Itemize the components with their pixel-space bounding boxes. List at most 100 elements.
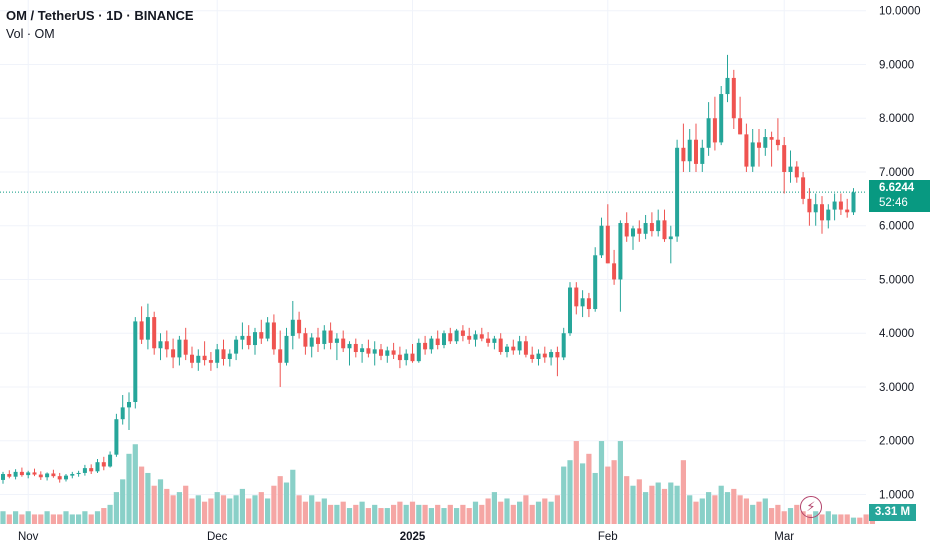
candle (492, 335, 497, 350)
candle-body (278, 349, 283, 363)
candle-body (631, 228, 635, 237)
volume-bar (850, 517, 857, 524)
candle-body (832, 201, 837, 210)
candle (643, 214, 648, 240)
candle-body (127, 402, 131, 408)
candle-body (183, 339, 188, 355)
candle-body (517, 341, 522, 351)
candle-body (435, 338, 440, 346)
volume-bar (687, 495, 693, 524)
candle (215, 343, 220, 369)
candle-body (7, 474, 12, 477)
volume-bar (183, 485, 189, 524)
candle (738, 96, 743, 135)
volume-bar (554, 495, 560, 524)
candle-body (712, 118, 717, 143)
volume-bar (661, 488, 668, 524)
candle (435, 330, 440, 350)
candle (429, 335, 434, 354)
candle-body (542, 353, 547, 358)
volume-bar (586, 453, 592, 524)
candle-body (750, 142, 755, 167)
candle-body (290, 319, 295, 336)
candle-body (152, 317, 157, 349)
volume-bar (724, 492, 731, 524)
volume-bar (246, 498, 252, 524)
candle-body (794, 166, 799, 178)
candle (171, 338, 176, 369)
volume-bar (113, 492, 119, 524)
candle (593, 247, 598, 312)
candle-body (221, 349, 226, 360)
volume-bar (611, 460, 617, 524)
volume-bar (832, 514, 838, 524)
candle (486, 332, 491, 347)
volume-bar (504, 498, 510, 524)
volume-bar (605, 466, 611, 524)
candle-body (782, 145, 787, 172)
volume-bar (454, 508, 460, 524)
x-tick-label: Dec (207, 531, 228, 543)
candle-body (145, 317, 150, 340)
candle (7, 470, 12, 479)
candle (183, 327, 188, 361)
candle (360, 343, 365, 363)
volume-bar (13, 511, 19, 524)
volume-bar (321, 498, 327, 524)
volume-bar (435, 504, 441, 524)
candle-body (391, 350, 396, 355)
candle (114, 413, 119, 457)
candle-body (820, 204, 824, 221)
volume-bar (157, 479, 164, 524)
candle-body (334, 338, 339, 343)
candle (32, 468, 37, 477)
candle-body (555, 352, 560, 358)
volume-bar (775, 504, 781, 524)
candle-body (1, 474, 5, 480)
candle (372, 341, 377, 366)
candle (454, 328, 459, 344)
candle (757, 128, 761, 167)
candle-body (523, 341, 528, 355)
volume-bar (535, 501, 542, 524)
candle-body (196, 355, 201, 363)
volume-bar (25, 511, 31, 524)
candle-body (448, 333, 453, 342)
lightning-bolt-icon[interactable]: ⚡ (800, 496, 822, 518)
candle (580, 290, 585, 318)
candle-body (492, 338, 497, 343)
candle (838, 193, 843, 215)
candle-body (133, 321, 138, 403)
candle (423, 335, 428, 355)
volume-bar (580, 463, 586, 524)
candle-body (38, 474, 43, 478)
candle (801, 171, 806, 205)
candle-body (511, 346, 516, 351)
candle (127, 392, 131, 430)
candle-body (568, 287, 572, 334)
volume-bar (787, 508, 794, 524)
candle (807, 188, 812, 226)
x-tick-label: Feb (598, 531, 618, 543)
candle (536, 349, 541, 366)
candle (826, 204, 831, 229)
volume-bar (107, 504, 113, 524)
candle-body (706, 118, 711, 148)
candle-body (769, 137, 774, 140)
candle-body (467, 335, 472, 340)
bar-countdown: 52:46 (879, 197, 908, 209)
candle-body (51, 473, 56, 477)
candle (794, 161, 799, 183)
candle-body (744, 134, 749, 167)
candle-body (202, 355, 207, 361)
volume-bar (567, 460, 573, 524)
volume-bar (271, 485, 277, 524)
candle (26, 470, 31, 479)
volume-bar (863, 514, 869, 524)
volume-bar (340, 501, 346, 524)
y-tick-label: 2.0000 (879, 436, 914, 448)
candle (208, 352, 213, 371)
candle (523, 335, 528, 358)
candle (656, 209, 661, 237)
